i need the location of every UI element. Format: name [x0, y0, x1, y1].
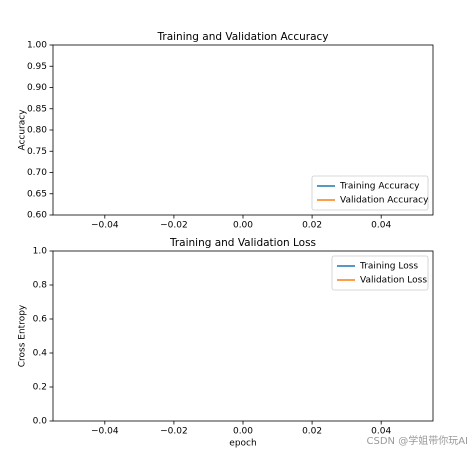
- legend-label: Validation Loss: [360, 276, 427, 286]
- watermark: CSDN @学姐带你玩AI: [367, 434, 468, 447]
- x-tick-label: 0.02: [302, 221, 322, 231]
- y-tick-label: 0.70: [27, 168, 47, 178]
- x-tick-label: 0.02: [302, 427, 322, 437]
- y-tick-label: 0.85: [27, 104, 47, 114]
- y-tick-label: 0.4: [33, 349, 48, 359]
- y-tick-label: 0.8: [33, 281, 48, 291]
- x-axis-label: epoch: [229, 439, 256, 449]
- legend-box: [331, 255, 429, 291]
- chart-title: Training and Validation Accuracy: [157, 31, 329, 43]
- x-tick-label: 0.00: [233, 427, 253, 437]
- y-tick-label: 0.6: [33, 315, 48, 325]
- y-tick-label: 0.75: [27, 147, 47, 157]
- y-axis-label: Cross Entropy: [18, 304, 28, 367]
- y-tick-label: 1.0: [33, 247, 48, 257]
- legend-label: Training Accuracy: [339, 182, 420, 192]
- y-tick-label: 1.00: [27, 41, 47, 51]
- y-tick-label: 0.65: [27, 189, 47, 199]
- x-tick-label: 0.04: [371, 221, 391, 231]
- legend-label: Training Loss: [359, 262, 418, 272]
- y-axis-label: Accuracy: [18, 109, 28, 151]
- chart-title: Training and Validation Loss: [169, 237, 316, 249]
- y-tick-label: 0.2: [33, 383, 47, 393]
- legend-box: [311, 175, 429, 211]
- y-tick-label: 0.95: [27, 62, 47, 72]
- x-tick-label: −0.04: [91, 427, 119, 437]
- x-tick-label: −0.02: [160, 221, 188, 231]
- x-tick-label: 0.04: [371, 427, 391, 437]
- y-tick-label: 0.90: [27, 83, 47, 93]
- y-tick-label: 0.60: [27, 211, 47, 221]
- x-tick-label: 0.00: [233, 221, 253, 231]
- y-tick-label: 0.0: [33, 417, 48, 427]
- x-tick-label: −0.04: [91, 221, 119, 231]
- y-tick-label: 0.80: [27, 126, 47, 136]
- legend-label: Validation Accuracy: [340, 196, 429, 206]
- x-tick-label: −0.02: [160, 427, 188, 437]
